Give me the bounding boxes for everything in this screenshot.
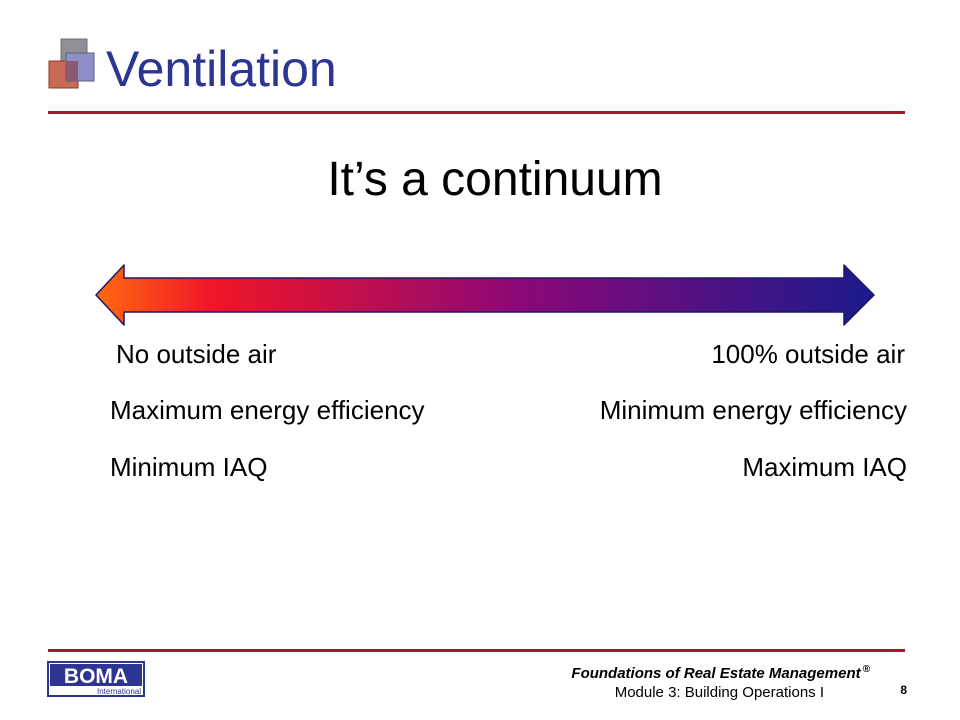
svg-text:BOMA: BOMA xyxy=(64,665,128,688)
boma-logo: BOMA International xyxy=(47,661,145,697)
full-outside-air-label: 100% outside air xyxy=(711,339,905,369)
footer-divider xyxy=(48,649,905,652)
continuum-double-arrow-icon xyxy=(95,264,875,326)
min-iaq-label: Minimum IAQ xyxy=(110,452,268,482)
course-title: Foundations of Real Estate Management ® xyxy=(571,664,870,682)
max-energy-efficiency-label: Maximum energy efficiency xyxy=(110,395,425,425)
no-outside-air-label: No outside air xyxy=(116,339,277,369)
slide-subtitle: It’s a continuum xyxy=(327,153,663,206)
min-energy-efficiency-label: Minimum energy efficiency xyxy=(599,395,907,425)
max-iaq-label: Maximum IAQ xyxy=(742,452,907,482)
module-label: Module 3: Building Operations I xyxy=(614,684,824,701)
svg-text:International: International xyxy=(97,687,141,696)
title-divider xyxy=(48,111,905,114)
registered-mark: ® xyxy=(862,664,870,675)
slide-title: Ventilation xyxy=(106,41,337,97)
decorative-squares-icon xyxy=(48,38,95,89)
page-number: 8 xyxy=(900,683,907,697)
